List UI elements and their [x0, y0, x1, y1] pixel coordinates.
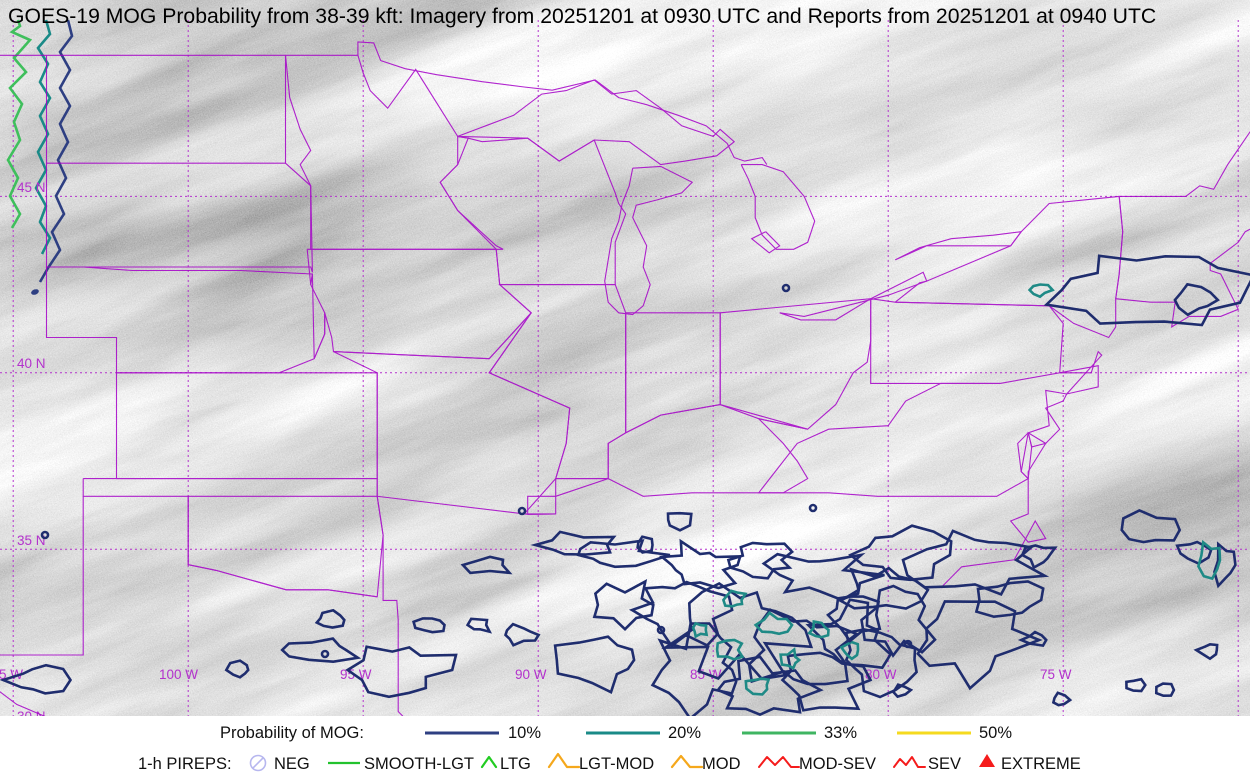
svg-text:20%: 20%	[668, 724, 701, 742]
svg-text:SMOOTH-LGT: SMOOTH-LGT	[364, 755, 474, 773]
svg-text:45 N: 45 N	[17, 180, 46, 195]
svg-text:50%: 50%	[979, 724, 1012, 742]
svg-text:33%: 33%	[824, 724, 857, 742]
svg-text:MOD: MOD	[702, 755, 741, 773]
svg-text:EXTREME: EXTREME	[1001, 755, 1081, 773]
svg-text:100 W: 100 W	[159, 667, 198, 682]
svg-text:75 W: 75 W	[1040, 667, 1072, 682]
svg-text:LGT-MOD: LGT-MOD	[579, 755, 654, 773]
svg-text:1-h PIREPS:: 1-h PIREPS:	[138, 755, 232, 773]
svg-text:SEV: SEV	[928, 755, 961, 773]
svg-text:Probability of MOG:: Probability of MOG:	[220, 724, 364, 742]
svg-text:LTG: LTG	[500, 755, 531, 773]
svg-text:40 N: 40 N	[17, 356, 46, 371]
svg-text:NEG: NEG	[274, 755, 310, 773]
svg-text:90 W: 90 W	[515, 667, 547, 682]
svg-text:MOD-SEV: MOD-SEV	[799, 755, 876, 773]
svg-text:10%: 10%	[508, 724, 541, 742]
